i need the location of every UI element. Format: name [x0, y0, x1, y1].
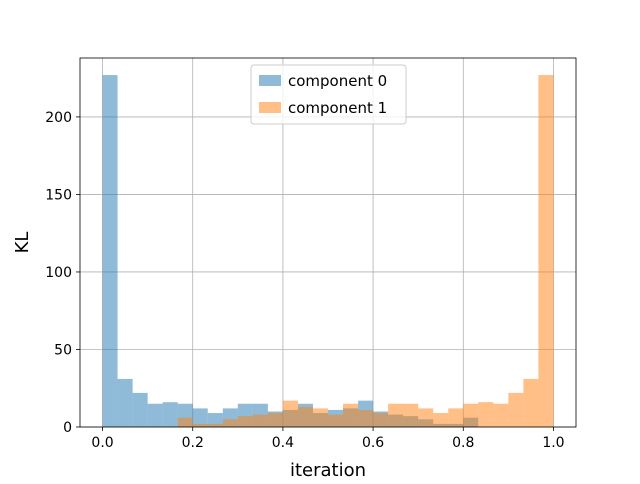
histogram-bar-series-0	[207, 413, 223, 427]
legend: component 0 component 1	[250, 64, 407, 125]
histogram-bar-series-1	[373, 413, 389, 427]
histogram-bar-series-0	[192, 408, 208, 427]
histogram-bar-series-1	[312, 408, 328, 427]
x-tick-label: 0.8	[452, 435, 474, 451]
histogram-bar-series-1	[448, 408, 464, 427]
histogram-bar-series-1	[388, 403, 404, 427]
y-axis-label: KL	[12, 232, 33, 254]
histogram-bar-series-1	[478, 402, 494, 427]
histogram-bar-series-1	[297, 406, 313, 427]
histogram-bar-series-0	[102, 75, 118, 427]
histogram-bar-series-1	[463, 403, 479, 427]
histogram-bar-series-1	[538, 75, 554, 427]
y-tick-label: 50	[54, 342, 72, 358]
plot-frame	[79, 57, 577, 428]
histogram-bar-series-1	[237, 416, 253, 427]
histogram-bar-series-1	[222, 419, 238, 427]
legend-swatch	[259, 75, 281, 86]
histogram-bar-series-1	[433, 413, 449, 427]
histogram-bar-series-1	[418, 408, 434, 427]
histogram-bar-series-1	[282, 400, 298, 427]
y-tick-label: 0	[63, 420, 72, 436]
legend-swatch	[259, 102, 281, 113]
histogram-bar-series-1	[343, 403, 359, 427]
histogram-bar-series-1	[267, 413, 283, 427]
histogram-bar-series-1	[508, 392, 524, 427]
histogram-bar-series-1	[523, 378, 539, 427]
y-tick-label: 150	[45, 187, 72, 203]
histogram-bar-series-1	[207, 423, 223, 427]
bars	[102, 75, 554, 427]
x-axis-label: iteration	[290, 460, 366, 480]
legend-label: component 1	[288, 99, 387, 117]
y-tick-label: 200	[45, 110, 72, 126]
histogram-bar-series-0	[147, 403, 163, 427]
histogram-bar-series-1	[252, 414, 268, 427]
histogram-bar-series-0	[162, 402, 178, 427]
axis-ticks: 0.0 0.2 0.4 0.6 0.8 1.0 0 50 100 150 200	[45, 110, 564, 451]
histogram-bar-series-1	[328, 414, 344, 427]
histogram-bar-series-1	[403, 403, 419, 427]
x-tick-label: 0.0	[91, 435, 113, 451]
x-tick-label: 0.4	[272, 435, 294, 451]
histogram-bar-series-0	[117, 378, 133, 427]
histogram-bar-series-1	[177, 417, 193, 427]
histogram-bar-series-1	[358, 409, 374, 427]
x-tick-label: 0.6	[362, 435, 384, 451]
legend-label: component 0	[288, 72, 387, 90]
x-tick-label: 1.0	[542, 435, 564, 451]
x-tick-label: 0.2	[182, 435, 204, 451]
histogram-bar-series-1	[493, 403, 509, 427]
histogram-bar-series-1	[192, 423, 208, 427]
histogram-bar-series-0	[132, 392, 148, 427]
y-tick-label: 100	[45, 265, 72, 281]
legend-box	[250, 64, 407, 125]
